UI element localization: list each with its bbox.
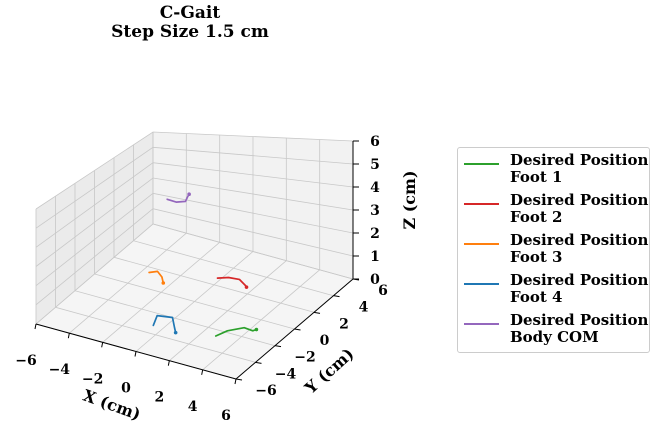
y-tick-label: −6 xyxy=(255,383,276,399)
grid-line-z xyxy=(35,146,354,229)
x-tick-label: 2 xyxy=(154,390,164,406)
legend-item: Desired Position Foot 3 xyxy=(458,228,648,266)
z-axis-label: Z (cm) xyxy=(400,170,419,229)
grid-line-z xyxy=(35,177,354,267)
y-tick-label: 6 xyxy=(378,283,388,299)
x-tick-mark xyxy=(167,360,170,366)
series-end-point-4 xyxy=(173,330,178,335)
x-tick-mark xyxy=(201,369,204,375)
series-end-point-5 xyxy=(187,192,191,197)
x-tick-label: 0 xyxy=(121,381,131,397)
legend-line-swatch xyxy=(464,283,499,285)
legend-line-swatch xyxy=(464,203,499,205)
legend: Desired Position Foot 1 Desired Position … xyxy=(457,147,650,353)
chart-title: C-Gait xyxy=(159,3,221,23)
z-tick-label: 5 xyxy=(370,157,380,173)
x-tick-label: −6 xyxy=(15,353,36,369)
y-tick-label: 2 xyxy=(339,316,349,332)
legend-item: Desired Position Foot 4 xyxy=(458,268,648,306)
y-tick-mark xyxy=(313,311,321,314)
x-axis-label: X (cm) xyxy=(81,386,144,424)
x-tick-mark xyxy=(234,378,237,385)
series-line-4 xyxy=(152,314,177,334)
z-tick-label: 4 xyxy=(370,180,380,196)
grid-line-z xyxy=(35,208,354,306)
legend-label: Desired Position Foot 2 xyxy=(510,191,649,226)
legend-line-swatch xyxy=(464,243,499,245)
y-tick-label: −2 xyxy=(294,350,315,366)
chart-subtitle: Step Size 1.5 cm xyxy=(111,22,269,42)
x-tick-label: −2 xyxy=(82,371,103,387)
legend-item: Desired Position Foot 1 xyxy=(458,148,648,186)
y-tick-mark xyxy=(274,345,282,348)
legend-line-swatch xyxy=(464,323,499,325)
x-tick-mark xyxy=(101,342,104,348)
tick-marks xyxy=(34,140,360,385)
legend-line-swatch xyxy=(464,163,499,165)
y-tick-mark xyxy=(333,295,340,298)
y-tick-label: 0 xyxy=(320,333,330,349)
grid-line-z xyxy=(35,192,354,287)
axis-panes xyxy=(36,132,353,379)
legend-label: Desired Position Body COM xyxy=(510,311,649,346)
z-tick-label: 2 xyxy=(370,226,380,242)
legend-item: Desired Position Body COM xyxy=(458,308,648,346)
z-tick-label: 6 xyxy=(370,134,380,150)
grid-line-z xyxy=(35,223,354,325)
z-tick-label: 0 xyxy=(370,272,380,288)
legend-label: Desired Position Foot 4 xyxy=(510,271,649,306)
y-tick-label: 4 xyxy=(359,300,369,316)
x-tick-mark xyxy=(67,333,70,339)
x-tick-mark xyxy=(134,351,137,357)
z-tick-label: 1 xyxy=(370,249,380,265)
x-tick-label: 4 xyxy=(188,399,198,415)
legend-label: Desired Position Foot 3 xyxy=(510,231,649,266)
series-end-point-3 xyxy=(161,281,166,285)
grid-line-z xyxy=(35,131,354,210)
z-tick-label: 3 xyxy=(370,203,380,219)
grid-line-z xyxy=(35,162,354,248)
y-tick-mark xyxy=(294,328,301,331)
y-tick-label: −4 xyxy=(275,366,297,382)
series-line-3 xyxy=(148,270,165,284)
y-tick-mark xyxy=(255,361,262,364)
series-end-point-2 xyxy=(244,285,249,289)
series-lines xyxy=(148,192,259,337)
y-tick-mark xyxy=(235,378,243,381)
series-line-5 xyxy=(166,193,190,203)
x-tick-label: −4 xyxy=(49,362,71,378)
x-tick-mark xyxy=(34,323,37,330)
series-line-1 xyxy=(214,326,258,337)
series-end-point-1 xyxy=(254,327,259,332)
legend-label: Desired Position Foot 1 xyxy=(510,151,649,186)
x-tick-label: 6 xyxy=(221,408,231,424)
legend-item: Desired Position Foot 2 xyxy=(458,188,648,226)
